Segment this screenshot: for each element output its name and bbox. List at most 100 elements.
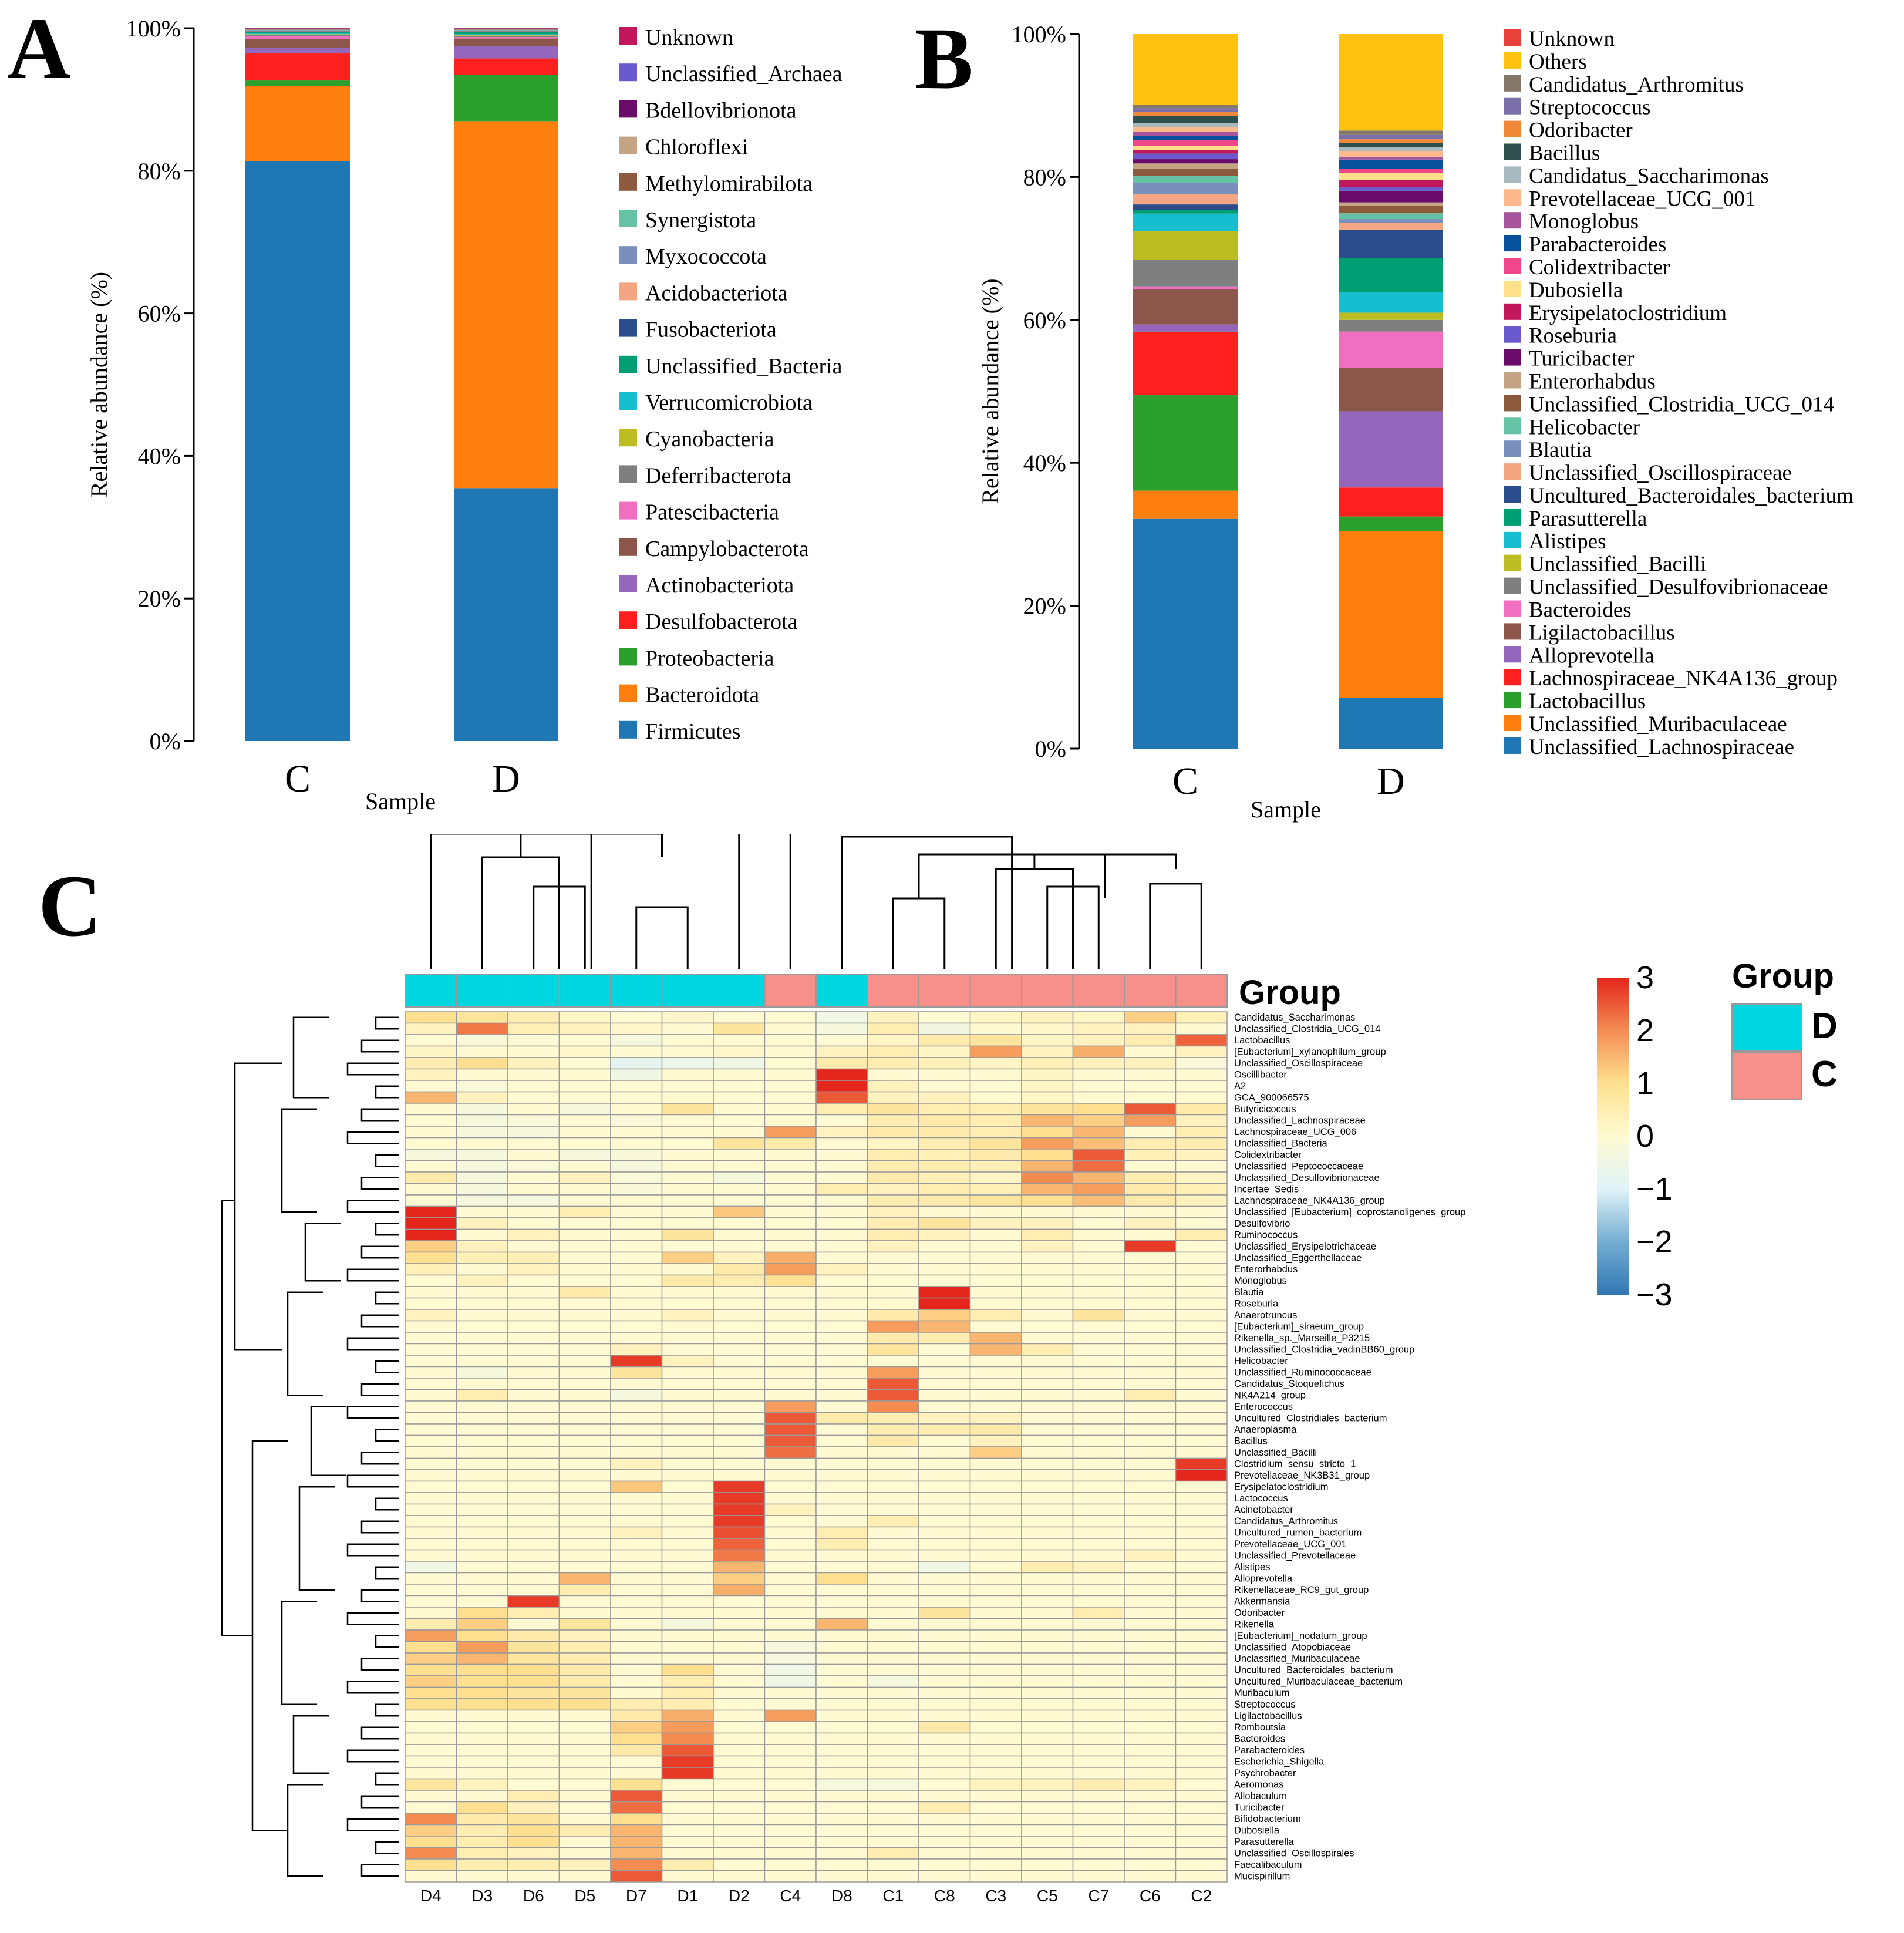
- heatmap-cell: [815, 1332, 868, 1345]
- heatmap-cell: [918, 1813, 971, 1826]
- heatmap-cell: [1124, 1251, 1177, 1264]
- heatmap-cell: [815, 1629, 868, 1642]
- heatmap-cell: [661, 1434, 714, 1447]
- row-label: Muribaculum: [1234, 1688, 1289, 1699]
- row-dendrogram-branch: [292, 1715, 329, 1774]
- heatmap-cell: [405, 1240, 457, 1253]
- heatmap-cell: [507, 1492, 560, 1505]
- heatmap-cell: [558, 1675, 611, 1688]
- heatmap-cell: [815, 1263, 868, 1276]
- heatmap-cell: [867, 1412, 919, 1425]
- legend-label: Deferribacterota: [645, 463, 791, 488]
- heatmap-cell: [969, 1629, 1022, 1642]
- heatmap-cell: [713, 1343, 766, 1356]
- heatmap-cell: [456, 1114, 508, 1127]
- heatmap-cell: [661, 1732, 714, 1745]
- heatmap-cell: [815, 1057, 868, 1070]
- heatmap-cell: [918, 1858, 971, 1871]
- legend-label: Parasutterella: [1529, 507, 1647, 531]
- heatmap-cell: [558, 1217, 611, 1230]
- legend-label: Colidextribacter: [1529, 255, 1670, 279]
- legend-swatch: [1504, 737, 1521, 754]
- heatmap-cell: [969, 1011, 1022, 1024]
- column-label: D4: [420, 1887, 442, 1905]
- heatmap-cell: [661, 1584, 714, 1597]
- heatmap-cell: [661, 1503, 714, 1516]
- heatmap-cell: [815, 1663, 868, 1676]
- heatmap-cell: [1175, 1515, 1228, 1528]
- row-label: Clostridium_sensu_stricto_1: [1234, 1459, 1356, 1470]
- heatmap-cell: [558, 1389, 611, 1402]
- heatmap-cell: [1124, 1675, 1177, 1688]
- heatmap-cell: [456, 1320, 508, 1333]
- row-label: Anaerotruncus: [1234, 1310, 1297, 1321]
- heatmap-cell: [558, 1183, 611, 1196]
- heatmap-cell: [507, 1813, 560, 1826]
- heatmap-cell: [1021, 1400, 1074, 1413]
- heatmap-cell: [918, 1469, 971, 1482]
- heatmap-cell: [661, 1389, 714, 1402]
- heatmap-cell: [1021, 1595, 1074, 1608]
- heatmap-cell: [867, 1801, 919, 1814]
- heatmap-cell: [558, 1446, 611, 1459]
- heatmap-cell: [918, 1744, 971, 1757]
- heatmap-cell: [867, 1790, 919, 1803]
- heatmap-cell: [1175, 1251, 1228, 1264]
- heatmap-cell: [969, 1675, 1022, 1688]
- heatmap-cell: [764, 1274, 817, 1287]
- row-dendrogram-branch: [375, 1635, 399, 1648]
- heatmap-cell: [1175, 1732, 1228, 1745]
- bar-segment-D-deferribacterota: [454, 35, 558, 38]
- heatmap-cell: [918, 1732, 971, 1745]
- heatmap-cell: [969, 1251, 1022, 1264]
- heatmap-cell: [815, 1160, 868, 1173]
- heatmap-cell: [1124, 1400, 1177, 1413]
- heatmap-cell: [1124, 1366, 1177, 1379]
- x-category-label: C: [1172, 760, 1198, 803]
- heatmap-cell: [507, 1698, 560, 1711]
- y-axis-title: Relative abundance (%): [86, 272, 112, 497]
- heatmap-cell: [1175, 1400, 1228, 1413]
- heatmap-cell: [1072, 1675, 1125, 1688]
- heatmap-cell: [918, 1297, 971, 1310]
- heatmap-cell: [969, 1366, 1022, 1379]
- heatmap-cell: [764, 1446, 817, 1459]
- row-label: [Eubacterium]_xylanophilum_group: [1234, 1047, 1386, 1058]
- heatmap-cell: [969, 1663, 1022, 1676]
- heatmap-cell: [456, 1607, 508, 1619]
- heatmap-cell: [456, 1503, 508, 1516]
- bar-segment-C-proteobacteria: [245, 80, 350, 86]
- row-label: Uncultured_Muribaculaceae_bacterium: [1234, 1676, 1403, 1687]
- heatmap-cell: [456, 1584, 508, 1597]
- heatmap-cell: [969, 1457, 1022, 1470]
- heatmap-cell: [764, 1538, 817, 1551]
- legend-swatch: [1504, 440, 1521, 457]
- legend-swatch: [619, 355, 637, 373]
- heatmap-cell: [764, 1309, 817, 1322]
- heatmap-cell: [456, 1629, 508, 1642]
- bar-segment-D-candidatus-arthromitus: [1339, 130, 1443, 135]
- heatmap-cell: [610, 1698, 663, 1711]
- heatmap-cell: [867, 1022, 919, 1035]
- heatmap-cell: [456, 1423, 508, 1436]
- heatmap-cell: [764, 1114, 817, 1127]
- colorbar-tick-label: 3: [1636, 960, 1654, 995]
- legend-label: Streptococcus: [1529, 96, 1651, 120]
- bar-segment-D-proteobacteria: [454, 75, 558, 122]
- heatmap-cell: [867, 1836, 919, 1848]
- heatmap-cell: [1072, 1400, 1125, 1413]
- heatmap-cell: [918, 1423, 971, 1436]
- row-label: Odoribacter: [1234, 1608, 1285, 1618]
- row-dendrogram-branch: [360, 1452, 399, 1465]
- heatmap-cell: [507, 1160, 560, 1173]
- heatmap-cell: [456, 1698, 508, 1711]
- heatmap-cell: [764, 1584, 817, 1597]
- row-label: Anaeroplasma: [1234, 1425, 1297, 1435]
- heatmap-cell: [764, 1858, 817, 1871]
- bar-segment-C-firmicutes: [245, 161, 350, 741]
- heatmap-cell: [918, 1126, 971, 1139]
- heatmap-cell: [1124, 1045, 1177, 1058]
- group-legend-swatch: [1731, 1003, 1802, 1052]
- row-label: Bacillus: [1234, 1436, 1268, 1447]
- bar-segment-D-uncultured-bacteroidales-bacterium: [1339, 230, 1443, 258]
